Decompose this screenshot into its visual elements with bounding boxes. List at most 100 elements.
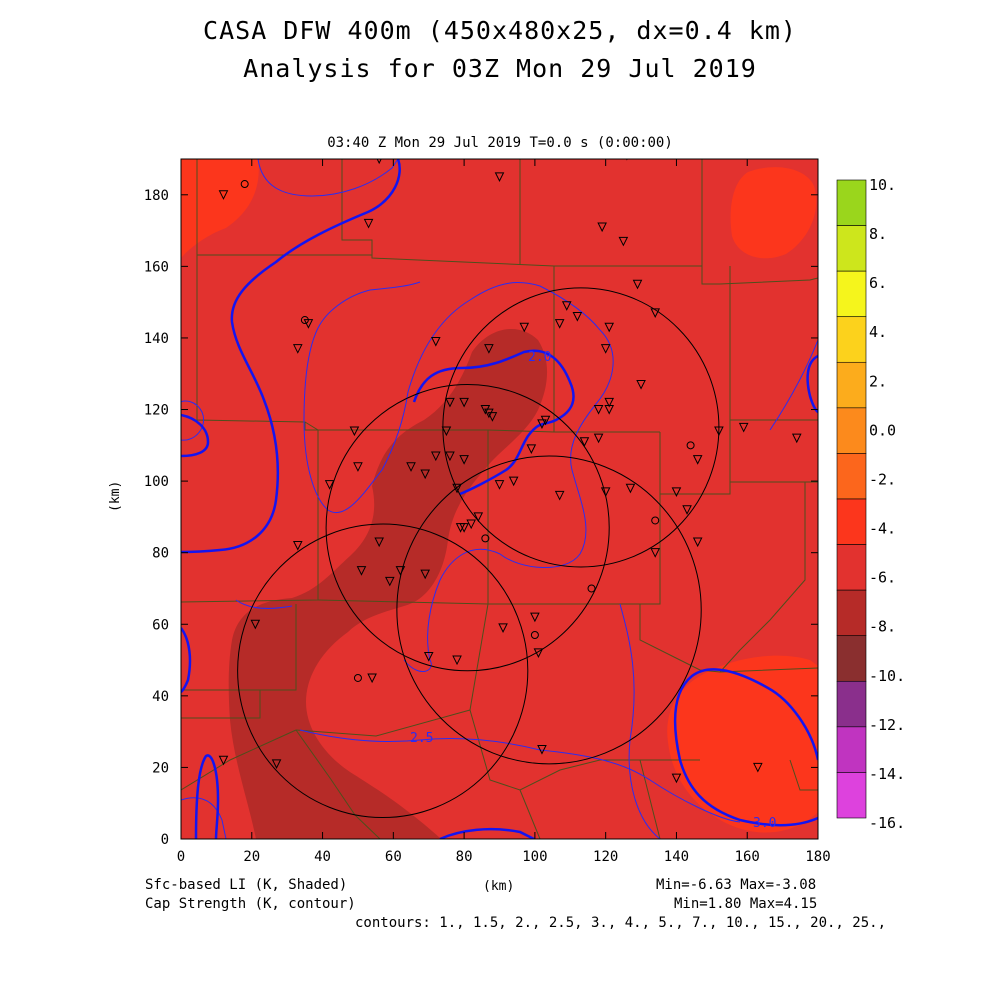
colorbar-label: 4. [869,323,887,341]
station-triangle-marker [572,311,583,322]
colorbar-label: -8. [869,618,896,636]
y-tick-label: 100 [144,474,169,490]
contour-field-label: Cap Strength (K, contour) [145,896,356,912]
station-triangle-marker [618,236,629,247]
colorbar-swatch [836,270,867,318]
contour-levels: contours: 1., 1.5, 2., 2.5, 3., 4., 5., … [355,915,887,931]
station-triangle-marker [218,190,229,200]
station-triangle-marker [692,537,703,548]
x-tick-label: 60 [385,849,402,865]
station-triangle-marker [537,745,547,755]
station-triangle-marker [508,476,519,487]
station-triangle-marker [632,279,643,290]
radar-range-ring [237,523,529,819]
station-triangle-marker [484,344,494,354]
colorbar-label: -6. [869,569,896,587]
station-triangle-marker [714,426,724,437]
colorbar-swatch [836,361,867,409]
station-triangle-marker [353,462,363,472]
station-circle-marker [530,631,539,639]
colorbar-label: -16. [869,814,905,832]
station-triangle-marker [579,437,590,447]
radar-range-ring [325,383,610,672]
station-triangle-marker [420,569,430,580]
station-triangle-marker [533,648,544,659]
colorbar-label: -12. [869,716,905,734]
station-triangle-marker [753,762,763,773]
x-tick-label: 180 [805,849,830,865]
x-tick-label: 120 [593,849,618,865]
station-triangle-marker [349,426,360,437]
station-triangle-marker [452,483,462,494]
y-axis-label: (km) [108,481,123,512]
station-triangle-marker [671,487,682,497]
station-triangle-marker [356,566,367,576]
x-axis: 0 20 40 60 80 100 120 140 160 180 [177,159,831,865]
station-triangle-marker [636,379,646,390]
station-triangle-marker [494,172,505,183]
contour-label-3-0: 3.0 [753,816,776,831]
shaded-field-label: Sfc-based LI (K, Shaded) [145,877,348,893]
colorbar-swatch [836,453,867,500]
station-triangle-marker [498,623,508,633]
station-triangle-marker [473,512,484,523]
station-triangle-marker [374,537,384,548]
colorbar-swatch [836,316,867,363]
station-triangle-marker [430,451,441,462]
station-triangle-marker [791,433,802,444]
station-triangle-marker [604,397,615,408]
contour-label-2-0: 2.0 [528,350,551,365]
y-tick-label: 140 [144,331,169,347]
colorbar-label: 10. [869,176,896,194]
station-circle-marker [300,316,309,325]
station-triangle-marker [671,773,682,784]
station-triangle-marker [530,612,540,623]
station-triangle-marker [459,397,469,408]
station-triangle-marker [363,218,374,229]
valid-time-label: 03:40 Z Mon 29 Jul 2019 T=0.0 s (0:00:00… [327,135,673,151]
colorbar-label: 0.0 [869,421,896,439]
colorbar-swatch [836,179,867,226]
colorbar-swatch [836,589,867,637]
y-tick-label: 80 [152,546,169,562]
x-tick-label: 100 [522,849,547,865]
station-triangle-marker [423,651,434,662]
y-tick-label: 160 [144,259,169,275]
station-triangle-marker [625,483,636,494]
station-triangle-marker [682,505,692,515]
li-shading-warm-bottom-right [667,655,818,833]
station-circle-marker [240,180,249,189]
station-circle-marker [651,516,660,525]
station-triangle-marker [445,451,455,462]
station-triangle-marker [459,455,469,465]
station-triangle-marker [604,322,615,333]
colorbar-label: -2. [869,470,896,488]
contour-label-2-5: 2.5 [410,731,433,746]
shaded-min-max: Min=-6.63 Max=-3.08 [656,877,817,893]
station-triangle-marker [600,344,611,354]
plot-frame [180,158,819,840]
colorbar-swatch [836,407,867,454]
station-triangle-marker [554,319,565,329]
station-triangle-marker [554,490,565,501]
colorbar-swatch [836,680,867,728]
station-triangle-marker [292,344,303,354]
x-tick-label: 0 [177,849,185,865]
y-tick-label: 20 [152,760,169,776]
colorbar-swatch [836,772,867,819]
colorbar-swatch [836,635,867,682]
station-circle-marker [686,441,695,450]
radar-range-ring [396,455,702,765]
station-triangle-marker [218,755,229,766]
station-triangle-marker [492,148,500,156]
y-tick-label: 180 [144,188,169,204]
colorbar: 10. 8. 6. 4. 2. 0.0 -2. -4. -6. -8. -10. -12. -14. -1… [836,176,905,832]
station-triangle-marker [367,673,377,684]
station-triangle-marker [430,337,441,347]
y-axis: 0 20 40 60 80 100 120 140 160 180 [144,188,818,848]
station-markers [218,148,802,784]
colorbar-swatch [836,498,867,545]
station-triangle-marker [519,322,530,333]
x-tick-label: 80 [456,849,473,865]
